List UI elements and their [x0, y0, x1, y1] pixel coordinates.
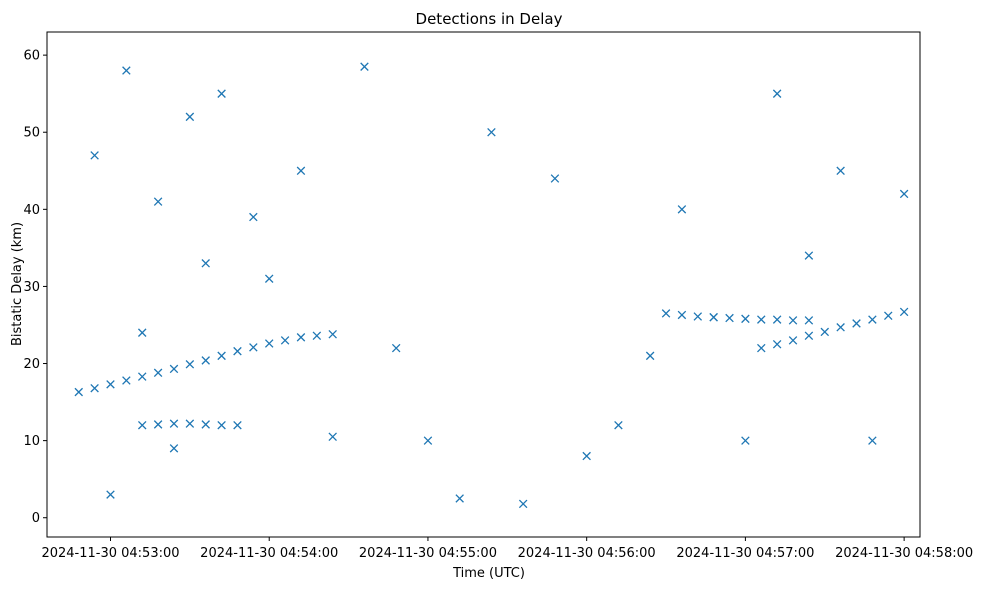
data-point	[836, 323, 845, 332]
y-tick-label: 10	[23, 434, 40, 449]
data-point	[137, 372, 147, 381]
data-point	[137, 420, 147, 430]
data-point	[122, 66, 131, 75]
y-tick-label: 40	[23, 203, 40, 218]
data-point	[899, 189, 909, 199]
data-point	[296, 333, 306, 342]
data-point	[233, 420, 242, 430]
data-point	[693, 312, 703, 321]
data-point	[550, 174, 560, 183]
data-point	[328, 329, 337, 339]
data-point	[169, 444, 179, 453]
data-point	[852, 319, 861, 328]
x-tick-label: 2024-11-30 04:58:00	[835, 546, 973, 561]
data-point	[153, 368, 163, 378]
data-point	[645, 351, 655, 361]
data-point	[661, 309, 671, 318]
data-point	[201, 356, 210, 365]
data-point	[677, 205, 687, 214]
data-point	[106, 380, 115, 389]
x-tick-label: 2024-11-30 04:57:00	[676, 546, 814, 561]
data-point	[296, 166, 306, 176]
data-point	[455, 494, 464, 503]
data-point	[804, 331, 814, 341]
data-point	[74, 387, 84, 397]
data-point	[249, 343, 258, 352]
data-point	[185, 360, 195, 369]
data-point	[883, 311, 893, 320]
x-tick-label: 2024-11-30 04:53:00	[41, 546, 179, 561]
x-axis-label: Time (UTC)	[452, 566, 525, 581]
data-point	[836, 166, 845, 176]
data-point	[391, 343, 401, 353]
data-point	[788, 336, 798, 345]
data-point	[185, 112, 195, 122]
data-point	[518, 499, 528, 509]
data-point	[614, 420, 623, 430]
data-point	[868, 436, 877, 445]
data-point	[217, 420, 226, 430]
data-point	[280, 336, 290, 345]
data-point	[582, 451, 591, 461]
plot-area	[46, 31, 921, 538]
plot-frame	[46, 31, 921, 538]
x-tick-label: 2024-11-30 04:56:00	[518, 546, 656, 561]
data-point	[423, 436, 433, 445]
y-tick-label: 50	[23, 126, 40, 141]
data-point	[772, 339, 782, 349]
data-point	[106, 490, 115, 499]
data-point	[217, 89, 226, 98]
x-tick-label: 2024-11-30 04:55:00	[359, 546, 497, 561]
y-tick-label: 20	[23, 357, 40, 372]
data-point	[122, 376, 131, 385]
data-point	[153, 420, 163, 429]
data-point	[90, 151, 99, 160]
data-point	[772, 315, 782, 324]
data-point	[169, 364, 179, 374]
data-point	[899, 307, 909, 317]
data-point	[788, 316, 798, 325]
data-point	[201, 420, 210, 429]
data-point	[312, 331, 322, 341]
data-point	[328, 432, 337, 442]
data-point	[709, 313, 718, 322]
data-point	[725, 313, 734, 323]
data-point	[137, 328, 147, 337]
y-axis: 0 10 20 30 40 50 60	[23, 49, 47, 526]
data-point	[233, 346, 242, 356]
chart-title: Detections in Delay	[416, 10, 563, 28]
y-axis-label: Bistatic Delay (km)	[10, 222, 25, 346]
data-point	[249, 212, 258, 222]
x-tick-label: 2024-11-30 04:54:00	[200, 546, 338, 561]
y-tick-label: 30	[23, 280, 40, 295]
data-point	[757, 315, 766, 324]
data-point	[677, 310, 687, 320]
data-point	[217, 351, 226, 361]
data-point	[804, 251, 814, 260]
data-point	[201, 259, 210, 268]
data-point	[264, 274, 274, 283]
y-tick-label: 0	[32, 511, 40, 526]
data-point	[264, 339, 274, 348]
data-point	[741, 436, 750, 445]
data-point	[487, 127, 496, 137]
data-point	[757, 343, 766, 353]
data-point	[360, 62, 369, 71]
y-tick-label: 60	[23, 49, 40, 64]
data-point	[868, 315, 877, 324]
data-point	[741, 314, 750, 324]
data-point	[185, 419, 195, 428]
data-point	[772, 89, 782, 98]
x-axis: 2024-11-30 04:53:00 2024-11-30 04:54:00 20…	[41, 537, 973, 561]
data-point	[169, 419, 179, 428]
scatter-marks	[74, 62, 909, 509]
data-point	[820, 327, 830, 337]
data-point	[153, 197, 163, 206]
data-point	[804, 316, 814, 325]
data-point	[90, 383, 99, 393]
